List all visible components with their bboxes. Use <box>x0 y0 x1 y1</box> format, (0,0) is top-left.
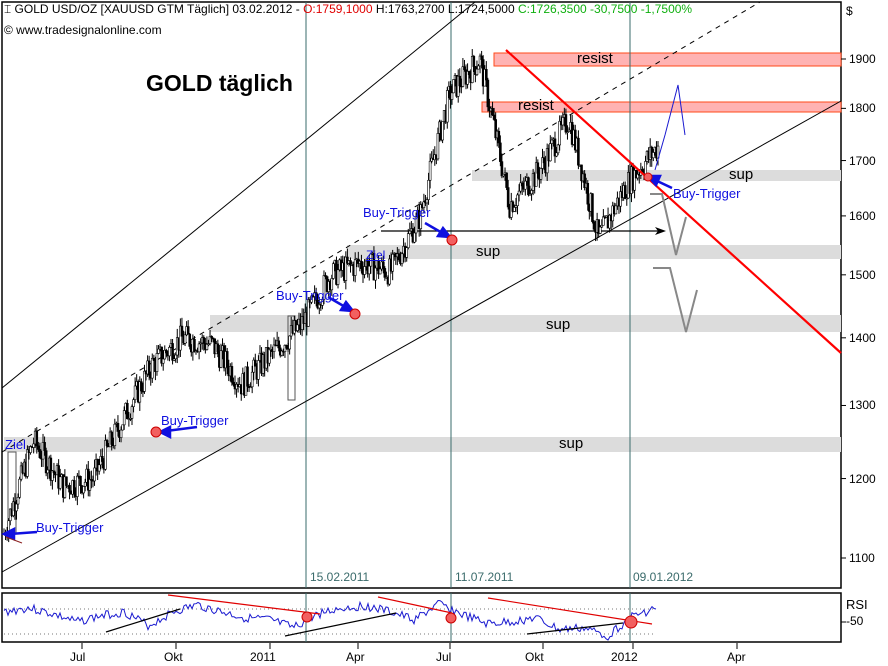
x-tick-label: 2011 <box>250 650 276 664</box>
vline-date: 09.01.2012 <box>633 570 694 584</box>
instrument-label: GOLD USD/OZ [XAUUSD GTM Täglich] 03.02.2… <box>14 2 304 16</box>
y-tick-label: 1200 <box>849 471 876 486</box>
candles-layer <box>2 49 660 543</box>
currency-label: $ <box>846 4 853 18</box>
y-tick-label: 1500 <box>849 267 876 282</box>
x-tick-label: 2012 <box>611 650 638 664</box>
trigger-markers <box>150 172 653 438</box>
header-icon: ⌶ <box>4 2 15 16</box>
x-tick-label: Apr <box>727 650 746 664</box>
horizontal-arrow <box>381 227 666 235</box>
sup-zone-1530 <box>347 245 841 259</box>
rsi-level-label: -50 <box>846 614 864 628</box>
buy-trigger-label: Buy-Trigger <box>673 186 741 201</box>
x-tick-label: Okt <box>164 650 183 664</box>
zone-label: sup <box>559 435 584 452</box>
high-low-values: H:1763,2700 L:1724,5000 <box>372 2 518 16</box>
resist-zone-1900 <box>493 52 842 67</box>
y-tick-label: 1300 <box>849 398 876 413</box>
buy-trigger-label: Buy-Trigger <box>161 413 229 428</box>
chart-header: ⌶ GOLD USD/OZ [XAUUSD GTM Täglich] 03.02… <box>4 2 692 17</box>
rsi-resistance-lines <box>167 594 653 625</box>
y-axis-ticks <box>841 58 846 559</box>
channel-upper <box>1 1 476 389</box>
zone-label: sup <box>729 166 754 183</box>
buy-trigger-label: Buy-Trigger <box>276 288 344 303</box>
ziel-label: Ziel <box>5 437 26 452</box>
rsi-support-lines <box>105 608 624 637</box>
rsi-markers <box>301 611 638 629</box>
red-downtrend-line <box>505 49 842 354</box>
buy-trigger-label: Buy-Trigger <box>363 205 431 220</box>
vline-date: 11.07.2011 <box>455 570 514 584</box>
channel-mid <box>1 1 761 453</box>
y-tick-label: 1900 <box>849 52 876 66</box>
copyright: © www.tradesignalonline.com <box>4 23 162 37</box>
open-value: O:1759,1000 <box>303 2 373 16</box>
gray-projection-1 <box>650 193 687 256</box>
channel-lower <box>1 100 842 573</box>
y-tick-label: 1800 <box>849 101 876 116</box>
small-trendline <box>5 536 23 544</box>
y-tick-label: 1400 <box>849 330 876 345</box>
x-tick-label: Apr <box>346 650 365 664</box>
price-panel <box>1 1 842 589</box>
resist-zone-1800 <box>481 101 842 113</box>
close-change-value: C:1726,3500 -30,7500 -1,7500% <box>517 2 693 16</box>
sup-zone-1250 <box>4 437 841 452</box>
zone-label: sup <box>546 316 571 333</box>
zone-label: resist <box>518 97 554 114</box>
vline-date: 15.02.2011 <box>310 570 370 584</box>
x-axis-ticks <box>81 643 738 649</box>
gray-projection-2 <box>653 267 698 333</box>
ziel-box-2 <box>287 315 296 401</box>
rsi-label: RSI <box>846 597 868 612</box>
rsi-panel <box>1 592 842 643</box>
y-tick-label: 1100 <box>849 551 875 565</box>
x-tick-label: Jul <box>70 650 86 664</box>
y-tick-label: 1700 <box>849 153 876 168</box>
chart-title: GOLD täglich <box>146 70 293 96</box>
ziel-label: Ziel <box>366 248 386 262</box>
x-tick-label: Jul <box>436 650 452 664</box>
zone-label: resist <box>577 50 613 67</box>
x-tick-label: Okt <box>525 650 544 664</box>
blue-projection <box>654 84 686 171</box>
y-tick-label: 1600 <box>849 208 876 223</box>
zone-label: sup <box>476 243 501 260</box>
buy-trigger-arrows <box>1 174 673 542</box>
channel-lines <box>1 1 842 573</box>
rsi-line <box>3 599 657 641</box>
buy-trigger-label: Buy-Trigger <box>36 520 104 535</box>
